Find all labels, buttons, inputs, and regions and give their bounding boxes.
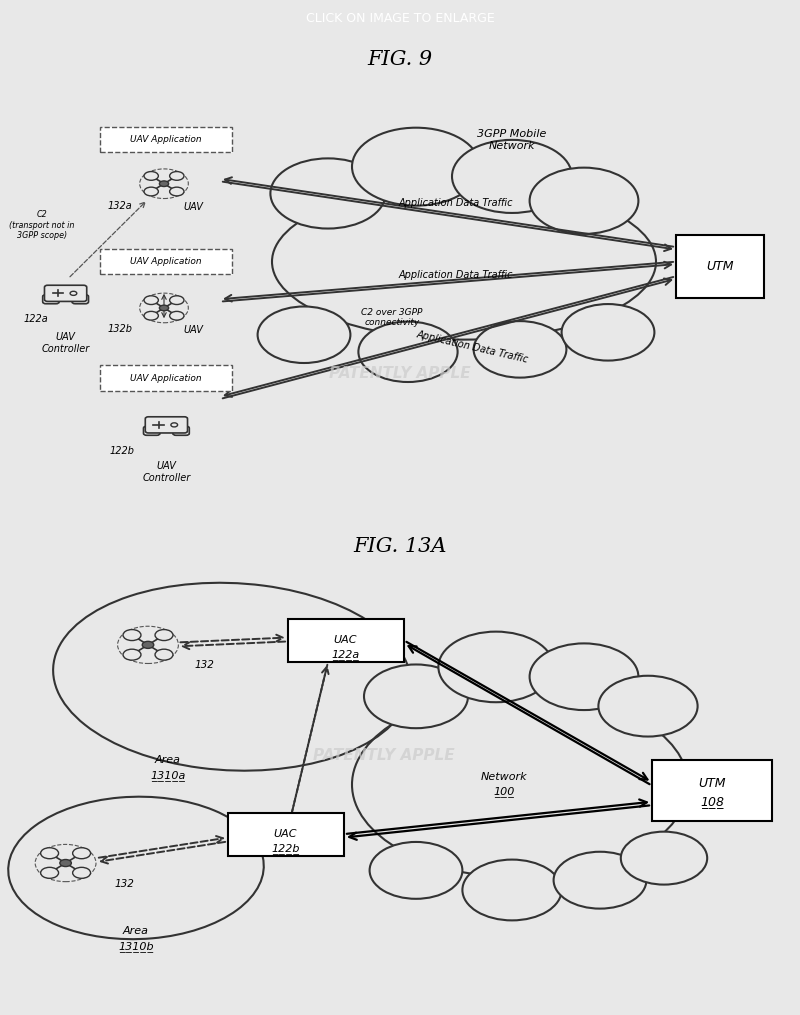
FancyBboxPatch shape	[72, 294, 89, 303]
Circle shape	[170, 312, 184, 320]
Circle shape	[144, 172, 158, 181]
Circle shape	[462, 860, 562, 921]
Text: FIG. 9: FIG. 9	[367, 50, 433, 69]
Circle shape	[41, 868, 58, 878]
Circle shape	[452, 140, 572, 213]
Text: UAV
Controller: UAV Controller	[142, 462, 190, 483]
Text: Application Data Traffic: Application Data Traffic	[398, 198, 514, 208]
FancyBboxPatch shape	[100, 127, 232, 152]
Text: UTM: UTM	[706, 260, 734, 273]
Circle shape	[438, 631, 554, 702]
Text: 132: 132	[194, 660, 214, 670]
FancyBboxPatch shape	[143, 426, 160, 435]
Circle shape	[370, 842, 462, 899]
FancyBboxPatch shape	[288, 619, 404, 662]
Text: 1̲2̲2̲b̲: 1̲2̲2̲b̲	[271, 842, 300, 854]
Circle shape	[144, 187, 158, 196]
Circle shape	[258, 307, 350, 363]
Text: CLICK ON IMAGE TO ENLARGE: CLICK ON IMAGE TO ENLARGE	[306, 12, 494, 25]
Text: 132: 132	[114, 879, 134, 889]
Text: UTM: UTM	[698, 777, 726, 790]
FancyBboxPatch shape	[100, 365, 232, 391]
Circle shape	[144, 295, 158, 304]
Circle shape	[73, 848, 90, 859]
Text: UAV: UAV	[184, 325, 203, 335]
Circle shape	[41, 848, 58, 859]
FancyBboxPatch shape	[173, 426, 190, 435]
FancyBboxPatch shape	[676, 234, 764, 298]
Text: 1̲0̲0̲: 1̲0̲0̲	[494, 787, 514, 798]
Circle shape	[60, 860, 71, 867]
Text: PATENTLY APPLE: PATENTLY APPLE	[313, 748, 455, 762]
Circle shape	[530, 167, 638, 233]
FancyBboxPatch shape	[42, 294, 59, 303]
Circle shape	[144, 312, 158, 320]
Text: 1̲0̲8̲: 1̲0̲8̲	[700, 795, 724, 808]
Circle shape	[159, 306, 169, 311]
Text: PATENTLY APPLE: PATENTLY APPLE	[329, 366, 471, 382]
Circle shape	[270, 158, 386, 228]
Ellipse shape	[352, 691, 688, 878]
FancyBboxPatch shape	[228, 813, 344, 856]
Text: C2
(transport not in
3GPP scope): C2 (transport not in 3GPP scope)	[9, 210, 74, 240]
Text: Application Data Traffic: Application Data Traffic	[415, 329, 529, 364]
Text: UAC: UAC	[274, 829, 298, 839]
Text: UAC: UAC	[334, 635, 358, 646]
Text: Area: Area	[123, 926, 149, 936]
Text: 132a: 132a	[108, 201, 132, 211]
Text: UAV Application: UAV Application	[130, 374, 202, 383]
Circle shape	[170, 187, 184, 196]
Text: UAV: UAV	[184, 202, 203, 212]
Circle shape	[364, 665, 468, 728]
Circle shape	[562, 304, 654, 360]
Circle shape	[170, 295, 184, 304]
Circle shape	[123, 629, 141, 640]
Text: 1̲3̲1̲0̲a̲: 1̲3̲1̲0̲a̲	[150, 770, 186, 782]
Text: UAV Application: UAV Application	[130, 257, 202, 266]
FancyBboxPatch shape	[100, 249, 232, 274]
Text: FIG. 13A: FIG. 13A	[354, 537, 446, 556]
Circle shape	[530, 644, 638, 710]
Circle shape	[170, 172, 184, 181]
Circle shape	[73, 868, 90, 878]
Circle shape	[155, 629, 173, 640]
Text: 122a: 122a	[24, 315, 48, 324]
FancyBboxPatch shape	[146, 417, 187, 433]
Circle shape	[123, 650, 141, 660]
Text: Area: Area	[155, 755, 181, 765]
Text: Network: Network	[481, 772, 527, 783]
FancyBboxPatch shape	[652, 760, 772, 821]
Text: UAV Application: UAV Application	[130, 135, 202, 144]
Ellipse shape	[272, 184, 656, 340]
Text: UAV
Controller: UAV Controller	[42, 332, 90, 354]
Text: 3GPP Mobile
Network: 3GPP Mobile Network	[478, 129, 546, 150]
Circle shape	[352, 128, 480, 206]
Text: 132b: 132b	[107, 324, 133, 334]
Circle shape	[621, 831, 707, 885]
Circle shape	[554, 852, 646, 908]
Text: 122b: 122b	[109, 446, 134, 456]
Circle shape	[142, 641, 154, 649]
Text: Application Data Traffic: Application Data Traffic	[398, 270, 514, 280]
Circle shape	[159, 181, 169, 187]
Circle shape	[598, 676, 698, 737]
Circle shape	[155, 650, 173, 660]
Text: 1̲3̲1̲0̲b̲: 1̲3̲1̲0̲b̲	[118, 941, 154, 952]
Text: C2 over 3GPP
connectivity: C2 over 3GPP connectivity	[362, 308, 422, 328]
Circle shape	[358, 322, 458, 382]
Text: 1̲2̲2̲a̲: 1̲2̲2̲a̲	[331, 650, 360, 660]
FancyBboxPatch shape	[45, 285, 86, 301]
Circle shape	[474, 321, 566, 378]
